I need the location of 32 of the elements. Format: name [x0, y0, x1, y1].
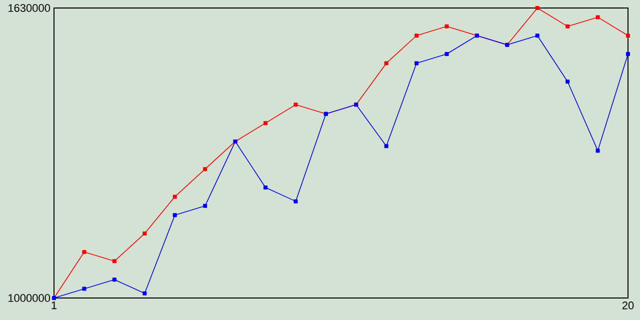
- point: [566, 80, 570, 84]
- point: [596, 15, 600, 20]
- point: [566, 24, 570, 28]
- point: [172, 213, 177, 218]
- x-tick-label: 20: [622, 302, 634, 310]
- point: [172, 194, 177, 199]
- point: [263, 186, 268, 190]
- point: [626, 34, 630, 38]
- point: [82, 250, 86, 254]
- point: [384, 61, 388, 66]
- point: [596, 148, 600, 153]
- point: [203, 204, 208, 208]
- point: [384, 144, 388, 148]
- point: [535, 6, 540, 10]
- point: [414, 61, 419, 66]
- point: [626, 52, 630, 56]
- point: [535, 34, 540, 38]
- point: [294, 199, 298, 204]
- point: [112, 278, 116, 282]
- point: [263, 121, 268, 126]
- x-tick-label: 1: [52, 302, 57, 310]
- point: [444, 52, 449, 56]
- point: [142, 232, 147, 236]
- point: [142, 291, 147, 296]
- point: [444, 24, 449, 28]
- point: [82, 286, 86, 291]
- y-tick-label: 1000000: [8, 294, 50, 302]
- point: [203, 167, 208, 172]
- point: [414, 34, 419, 38]
- point: [294, 102, 298, 107]
- point: [112, 259, 116, 264]
- y-tick-label: 1630000: [8, 4, 50, 12]
